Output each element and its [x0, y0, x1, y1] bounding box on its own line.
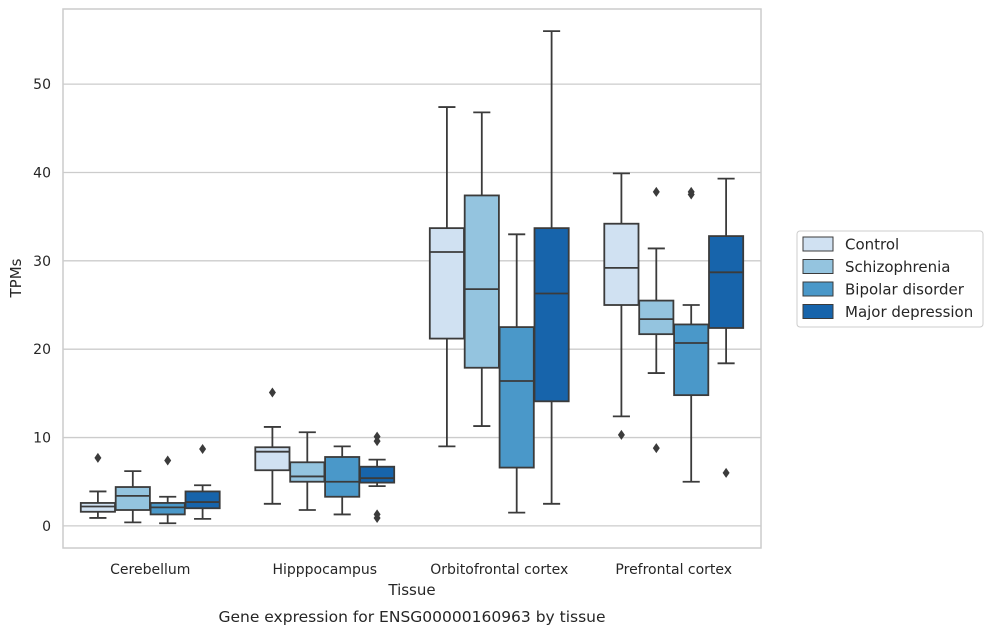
box-2-0 — [428, 106, 465, 448]
legend-swatch — [802, 259, 834, 274]
outlier-marker — [94, 452, 102, 463]
box-rect — [603, 222, 640, 306]
outlier-marker — [617, 429, 625, 440]
box-rect — [428, 227, 465, 340]
legend-swatch — [802, 304, 834, 319]
plot-frame — [62, 8, 762, 549]
box-rect — [638, 299, 675, 336]
box-rect — [184, 490, 221, 510]
legend-label: Control — [845, 236, 899, 254]
y-tick-label: 0 — [42, 519, 51, 535]
legend-item: Major depression — [802, 303, 973, 321]
legend-item: Control — [802, 236, 899, 254]
box-3-1 — [638, 186, 675, 454]
x-tick-label: Cerebellum — [110, 562, 190, 578]
y-tick-label: 30 — [33, 254, 51, 270]
box-rect — [289, 461, 326, 483]
x-tick-label: Hipppocampus — [272, 562, 377, 578]
box-rect — [324, 456, 361, 498]
grid-lines — [63, 83, 761, 527]
box-rect — [463, 194, 500, 369]
box-0-0 — [79, 452, 116, 519]
outlier-marker — [722, 467, 730, 478]
box-2-1 — [463, 111, 500, 427]
outlier-marker — [373, 512, 381, 523]
box-rect — [149, 502, 186, 516]
box-rect — [708, 235, 745, 329]
legend-swatch — [802, 236, 834, 252]
outlier-marker — [687, 186, 695, 197]
box-1-1 — [289, 431, 326, 511]
box-3-3 — [708, 177, 745, 478]
box-rect — [359, 465, 396, 484]
box-rect — [673, 323, 710, 397]
box-rect — [533, 227, 570, 403]
box-0-3 — [184, 444, 221, 520]
legend-label: Schizophrenia — [845, 258, 950, 276]
y-axis-ticks: 0 10 20 30 40 50 — [33, 77, 51, 535]
outlier-marker — [373, 436, 381, 447]
legend-item: Bipolar disorder — [802, 281, 965, 299]
y-tick-label: 50 — [33, 77, 51, 93]
box-rect — [254, 446, 291, 472]
legend-label: Major depression — [845, 303, 973, 321]
legend-frame — [796, 230, 984, 328]
y-tick-label: 40 — [33, 165, 51, 181]
outlier-marker — [652, 443, 660, 454]
box-rect — [114, 486, 151, 511]
box-1-0 — [254, 387, 291, 505]
outlier-marker — [652, 186, 660, 197]
legend-swatch — [802, 281, 834, 297]
box-1-2 — [324, 445, 361, 516]
outlier-marker — [199, 444, 207, 455]
box-1-3 — [359, 431, 396, 523]
figure-caption: Gene expression for ENSG00000160963 by t… — [218, 608, 605, 626]
outlier-marker — [268, 387, 276, 398]
plot-background — [63, 9, 761, 548]
legend-item: Schizophrenia — [802, 258, 950, 276]
box-rect — [498, 326, 535, 469]
x-axis-label: Tissue — [387, 581, 435, 599]
box-0-1 — [114, 470, 151, 524]
box-3-0 — [603, 172, 640, 440]
box-2-3 — [533, 30, 570, 505]
boxes — [79, 30, 745, 525]
x-axis-ticks: Cerebellum Hipppocampus Orbitofrontal cort… — [110, 562, 732, 578]
legend: Control Schizophrenia Bipolar disorder Majo… — [796, 230, 984, 328]
legend-label: Bipolar disorder — [845, 281, 965, 299]
outlier-marker — [164, 455, 172, 466]
x-tick-label: Prefrontal cortex — [615, 562, 732, 578]
y-axis-label: TPMs — [7, 258, 25, 298]
y-tick-label: 10 — [33, 431, 51, 447]
y-tick-label: 20 — [33, 342, 51, 358]
box-3-2 — [673, 186, 710, 483]
x-tick-label: Orbitofrontal cortex — [430, 562, 568, 578]
box-0-2 — [149, 455, 186, 525]
